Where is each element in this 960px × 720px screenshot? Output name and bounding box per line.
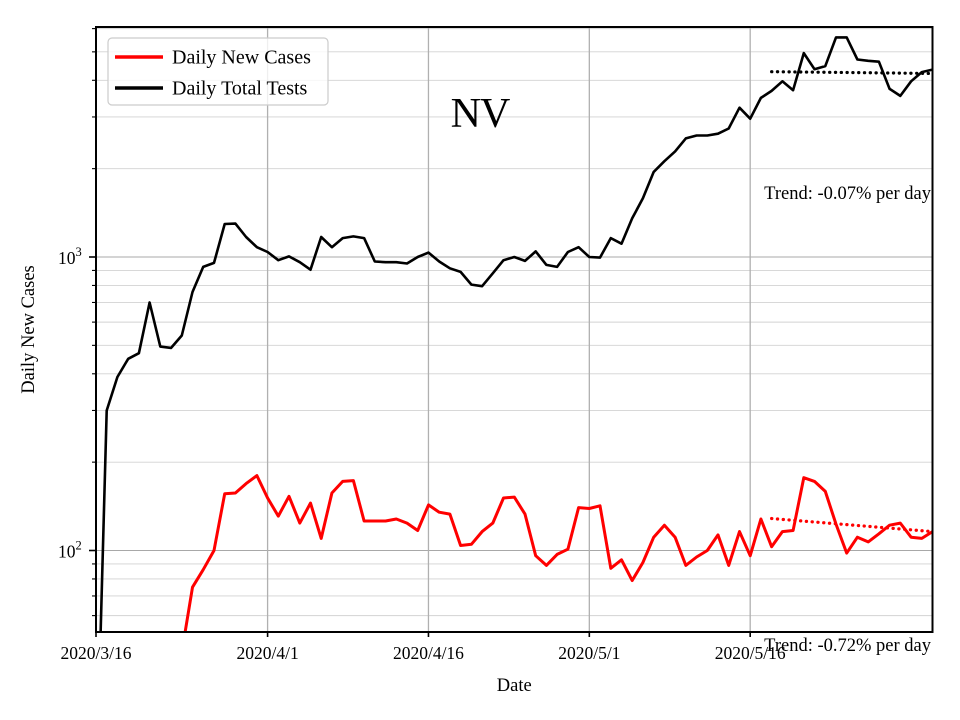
x-tick-label: 2020/4/1 — [236, 643, 298, 663]
series-daily-total-tests-line — [99, 36, 933, 632]
y-axis-label: Daily New Cases — [19, 265, 39, 393]
trend-annotation-total-tests: Trend: -0.07% per day — [764, 184, 932, 204]
x-tick-label: 2020/5/16 — [715, 643, 786, 663]
plot-frame — [95, 26, 934, 633]
x-axis-label: Date — [497, 676, 532, 696]
legend-label-daily-total-tests: Daily Total Tests — [172, 78, 308, 100]
trend-daily-new-cases-trend-dotted-line — [770, 516, 933, 534]
trend-annotation-new-cases: Trend: -0.72% per day — [764, 636, 932, 656]
x-tick-label: 2020/4/16 — [393, 643, 464, 663]
legend: Daily New Cases Daily Total Tests — [107, 37, 329, 106]
x-tick-label: 2020/5/1 — [558, 643, 620, 663]
plot-area — [99, 36, 933, 632]
series-daily-new-cases-line — [183, 474, 933, 632]
legend-label-daily-new-cases: Daily New Cases — [172, 47, 311, 69]
y-tick-label-100: 102 — [58, 539, 82, 562]
x-tick-label: 2020/3/16 — [61, 643, 132, 663]
trend-daily-total-tests-trend-dotted-line — [770, 70, 933, 76]
chart-title: NV — [451, 91, 510, 137]
y-tick-label-1000: 103 — [58, 245, 82, 268]
